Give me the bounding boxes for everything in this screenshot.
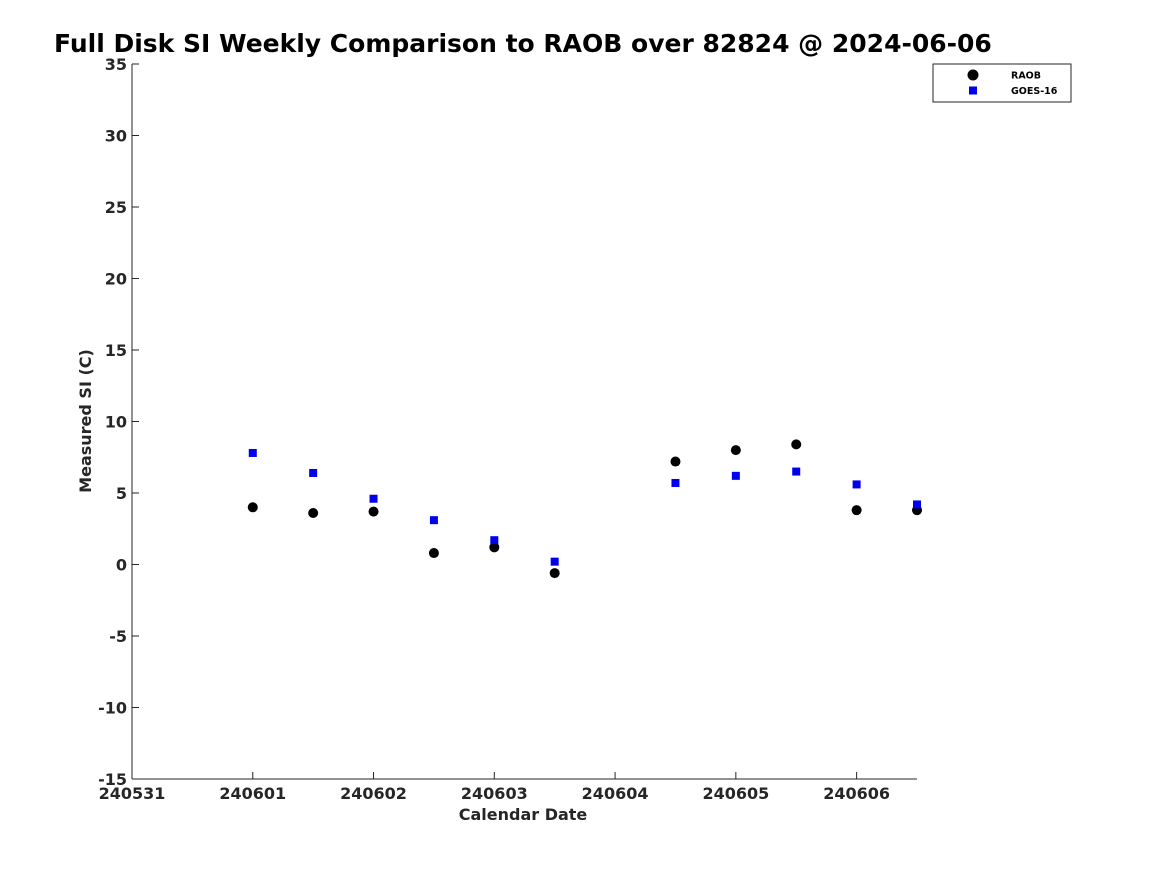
legend-box [932,63,1072,103]
chart-title: Full Disk SI Weekly Comparison to RAOB o… [54,29,992,58]
x-tick-label: 240606 [823,784,890,803]
x-tick-label: 240604 [582,784,649,803]
x-tick-label: 240603 [461,784,528,803]
y-tick-label: -10 [98,699,127,718]
raob-point [428,548,439,559]
legend-raob-label: RAOB [1011,71,1041,82]
data-points [247,439,922,579]
y-tick-label: 0 [116,556,127,575]
goes16-point [731,471,740,480]
goes16-point [309,468,318,477]
goes16-point [792,467,801,476]
x-tick-label: 240531 [99,784,166,803]
raob-point [549,568,560,579]
goes16-point [550,557,559,566]
goes16-point [490,536,499,545]
raob-point [308,508,319,519]
y-tick-label: 10 [105,413,127,432]
goes16-point [248,448,257,457]
y-axis-label: Measured SI (C) [76,349,95,493]
legend-raob-marker [967,69,979,81]
y-tick-label: 30 [105,127,127,146]
x-ticks: 240531 240601 240602 240603 240604 240605 2406… [99,772,890,803]
raob-point [791,439,802,450]
goes16-point [369,494,378,503]
goes16-point [913,500,921,509]
raob-point [247,502,258,513]
legend: RAOB GOES-16 [932,63,1072,103]
x-tick-label: 240602 [340,784,407,803]
legend-goes-marker [969,86,977,95]
raob-point [851,505,862,516]
x-tick-label: 240605 [702,784,769,803]
raob-point [670,456,681,467]
y-tick-label: 25 [105,198,127,217]
y-tick-label: 35 [105,55,127,74]
raob-point [489,542,500,553]
legend-goes-label: GOES-16 [1011,86,1058,97]
x-tick-label: 240601 [219,784,286,803]
goes16-point [852,480,861,489]
raob-point [368,506,379,517]
x-axis-label: Calendar Date [459,805,588,824]
y-tick-label: -15 [98,770,127,789]
y-tick-label: 15 [105,341,127,360]
y-tick-label: -5 [109,627,127,646]
goes16-point [429,516,438,525]
goes16-point [671,478,680,487]
y-ticks: -15 -10 -5 0 5 10 15 20 25 30 35 [98,55,139,789]
raob-point [730,445,741,456]
y-tick-label: 5 [116,484,127,503]
y-tick-label: 20 [105,270,127,289]
